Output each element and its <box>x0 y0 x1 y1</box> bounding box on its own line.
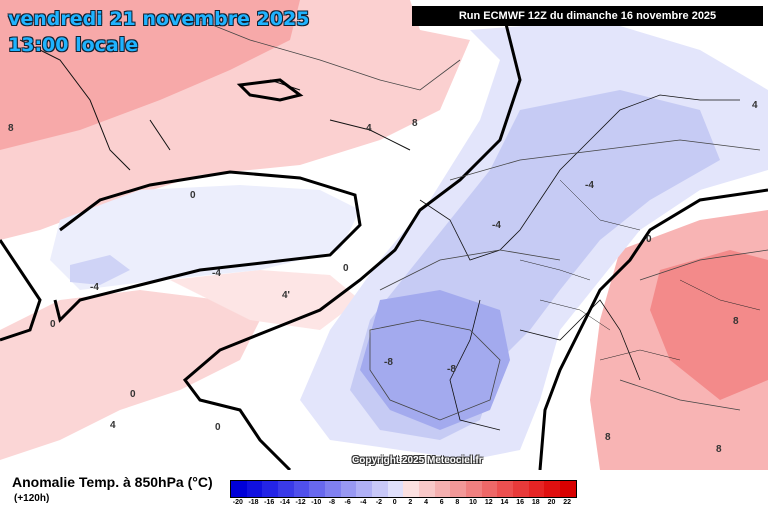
run-info-banner: Run ECMWF 12Z du dimanche 16 novembre 20… <box>412 6 763 26</box>
color-swatch <box>309 481 326 497</box>
legend-title: Anomalie Temp. à 850hPa (°C) <box>12 474 213 490</box>
contour-label: 8 <box>412 118 418 129</box>
contour-label: 0 <box>190 190 196 201</box>
anomaly-map: 8 8 4 0 0 0 -4 -4 4' -4 -4 -8 -8 0 8 8 8… <box>0 0 768 470</box>
scale-tick-label: 18 <box>531 499 540 506</box>
contour-label: 8 <box>716 444 722 455</box>
color-swatch <box>278 481 294 497</box>
scale-tick-label: 8 <box>455 499 460 506</box>
color-scale-ticks: -20 -18 -16 -14 -12 -10 -8 -6 -4 -2 0 2 4 6 8 10 12 14 16 1… <box>230 499 575 509</box>
scale-tick-label: -12 <box>295 499 306 506</box>
color-swatch <box>262 481 279 497</box>
contour-label: -8 <box>447 364 456 375</box>
scale-tick-label: 2 <box>408 499 413 506</box>
scale-tick-label: 0 <box>392 499 397 506</box>
color-swatch <box>466 481 482 497</box>
warm-region-east-core <box>650 250 768 400</box>
country-borders <box>519 179 761 361</box>
contour-label: 8 <box>733 316 739 327</box>
contour-label: -4 <box>492 220 501 231</box>
scale-tick-label: -4 <box>360 499 367 506</box>
forecast-date: vendredi 21 novembre 2025 <box>8 8 310 30</box>
color-swatch <box>528 481 545 497</box>
contour-label: -4 <box>90 282 99 293</box>
warm-region-atlantic-south <box>0 290 260 460</box>
cold-region-france-core <box>360 290 510 430</box>
scale-tick-label: 22 <box>563 499 572 506</box>
warm-region-greenland-core <box>0 0 300 150</box>
color-swatch <box>513 481 529 497</box>
scale-tick-label: -6 <box>344 499 351 506</box>
warm-region-atlantic-mid <box>170 270 360 330</box>
zero-contour-east <box>538 188 768 470</box>
scale-tick-label: 6 <box>439 499 444 506</box>
zero-contour-atlantic <box>53 170 362 323</box>
contour-label: -4 <box>585 180 594 191</box>
zero-contour-north <box>0 78 304 342</box>
contour-label: 0 <box>130 389 136 400</box>
contour-label: 4 <box>110 420 116 431</box>
cold-region-atlantic-core <box>70 255 130 285</box>
color-swatch <box>340 481 357 497</box>
coastline-europe <box>419 94 740 431</box>
zero-contour-main <box>182 19 522 470</box>
scale-tick-label: -8 <box>328 499 336 506</box>
scale-tick-label: -10 <box>311 499 322 506</box>
color-swatch <box>450 481 467 497</box>
color-swatch <box>403 481 420 497</box>
contour-4-east <box>619 249 768 411</box>
contour-minus4 <box>379 139 761 291</box>
contour-label: 4 <box>752 100 758 111</box>
scale-tick-label: 16 <box>516 499 525 506</box>
contour-label: 0 <box>343 263 349 274</box>
contour-label: 8 <box>8 123 14 134</box>
color-swatch <box>560 481 576 497</box>
scale-tick-label: 10 <box>469 499 477 506</box>
scale-tick-label: 20 <box>547 499 556 506</box>
scale-tick-label: 12 <box>484 499 493 506</box>
contour-label: 0 <box>215 422 221 433</box>
scale-tick-label: -14 <box>279 499 290 506</box>
color-scale <box>230 480 577 498</box>
color-swatch <box>372 481 388 497</box>
run-info-text: Run ECMWF 12Z du dimanche 16 novembre 20… <box>458 10 717 22</box>
contour-4-greenland <box>199 19 461 91</box>
contour-label: -8 <box>384 357 393 368</box>
scale-tick-label: -20 <box>232 499 243 506</box>
color-swatch <box>246 481 263 497</box>
color-swatch <box>325 481 341 497</box>
contour-label: 4' <box>282 290 290 301</box>
color-swatch <box>231 481 247 497</box>
scale-tick-label: -18 <box>248 499 259 506</box>
legend-subtitle: (+120h) <box>14 493 50 504</box>
color-swatch <box>497 481 514 497</box>
contour-label: 8 <box>605 432 611 443</box>
contour-label: -4 <box>212 268 221 279</box>
color-swatch <box>544 481 561 497</box>
scale-tick-label: -2 <box>375 499 383 506</box>
contour-label: 4 <box>366 123 372 134</box>
color-swatch <box>434 481 451 497</box>
contour-label: 0 <box>50 319 56 330</box>
forecast-time: 13:00 locale <box>8 34 139 56</box>
scale-tick-label: 14 <box>500 499 509 506</box>
scale-tick-label: -16 <box>264 499 275 506</box>
scale-tick-label: 4 <box>424 499 428 506</box>
coastline-greenland <box>19 39 411 171</box>
contour-minus8 <box>369 319 501 421</box>
color-swatch <box>419 481 435 497</box>
color-swatch <box>387 481 404 497</box>
copyright-text: Copyright 2025 Meteociel.fr <box>352 455 483 466</box>
color-swatch <box>293 481 310 497</box>
contour-label: 0 <box>646 234 652 245</box>
color-swatch <box>481 481 498 497</box>
color-swatch <box>356 481 373 497</box>
cold-region-atlantic <box>50 185 360 290</box>
